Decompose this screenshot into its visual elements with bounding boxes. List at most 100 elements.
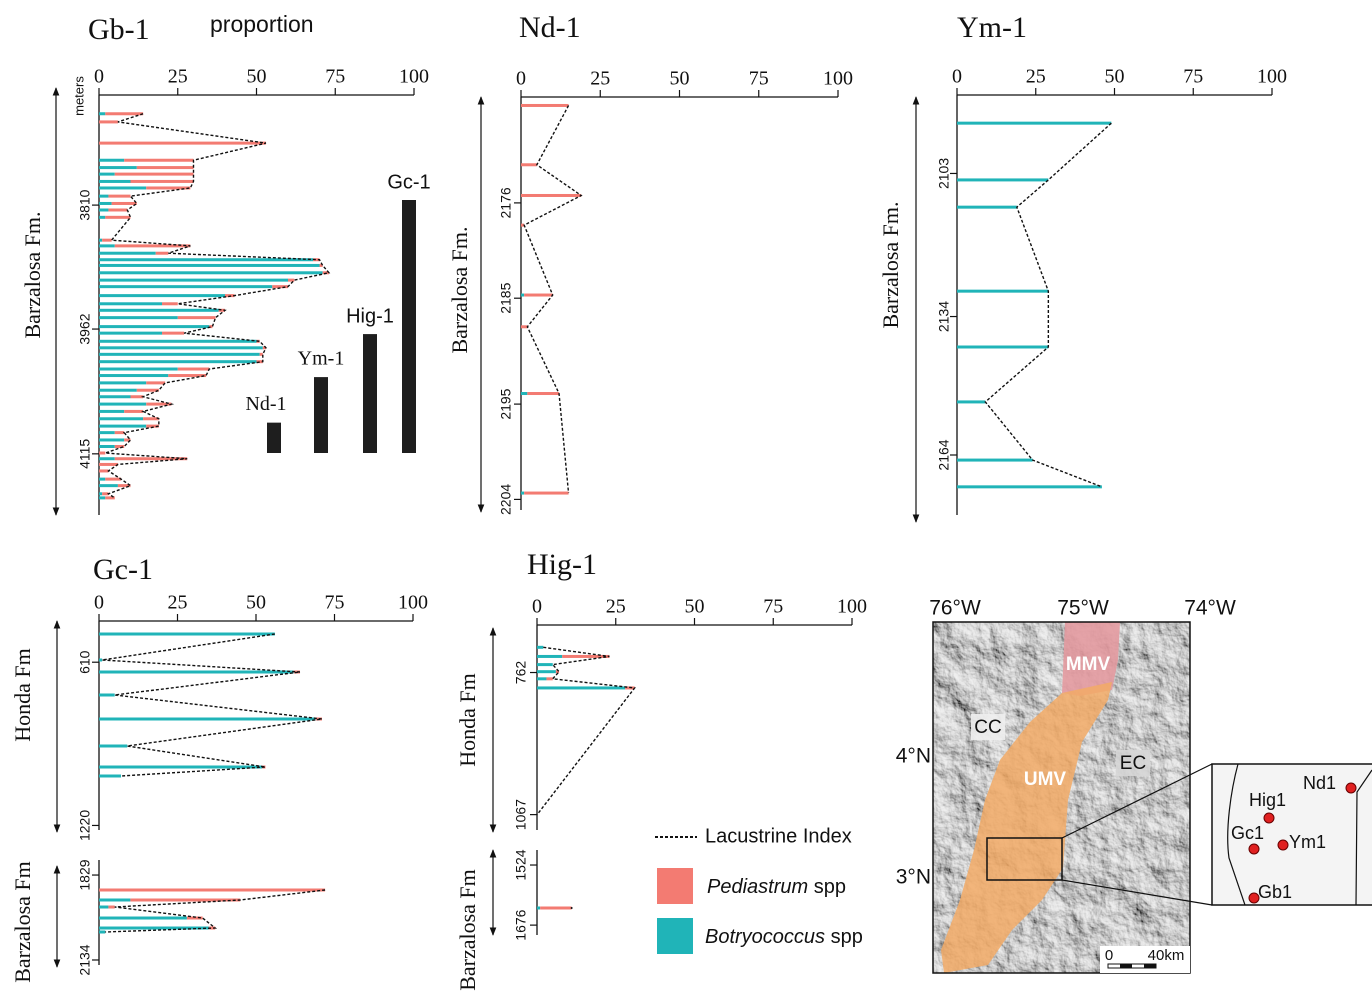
- pediastrum-bar: [112, 202, 137, 205]
- botryococcus-bar: [957, 459, 1033, 462]
- y-tick-label: 2204: [498, 484, 514, 515]
- botryococcus-bar: [99, 478, 105, 481]
- botryococcus-bar: [99, 166, 137, 169]
- x-tick-label: 50: [685, 596, 705, 618]
- formation-label: Barzalosa Fm: [455, 869, 480, 991]
- pediastrum-bar: [540, 906, 572, 909]
- site-bar: [314, 377, 328, 453]
- x-tick-label: 100: [823, 68, 853, 90]
- x-axis-label: proportion: [210, 11, 314, 37]
- y-tick-label: 2185: [498, 282, 514, 313]
- site-marker: [1346, 783, 1356, 793]
- botryococcus-bar: [99, 438, 124, 441]
- botryococcus-bar: [99, 159, 124, 162]
- pediastrum-bar: [108, 208, 127, 211]
- botryococcus-bar: [957, 346, 1048, 349]
- botryococcus-bar: [537, 670, 556, 673]
- botryococcus-bar: [537, 677, 546, 680]
- botryococcus-bar: [99, 774, 121, 777]
- region-label: MMV: [1066, 654, 1111, 675]
- x-tick-label: 25: [1026, 66, 1046, 88]
- y-tick-label: 1676: [513, 909, 529, 940]
- pediastrum-bar: [524, 492, 568, 495]
- lacustrine-index-line: [105, 114, 329, 498]
- botryococcus-bar: [99, 353, 260, 356]
- map: 76°W 75°W 74°W 4°N 3°N MMV UMV CC EC 0 4…: [896, 597, 1372, 973]
- botryococcus-bar: [99, 395, 131, 398]
- botryococcus-bar: [99, 208, 108, 211]
- botryococcus-bar: [99, 425, 146, 428]
- pediastrum-bar: [105, 478, 121, 481]
- botryococcus-bar: [99, 744, 127, 747]
- botryococcus-bar: [537, 663, 553, 666]
- longitude-label: 75°W: [1057, 597, 1109, 620]
- legend-swatch: [657, 868, 693, 904]
- x-tick-label: 50: [247, 66, 267, 88]
- site-bar-label: Nd-1: [245, 393, 286, 415]
- x-tick-label: 25: [168, 592, 188, 614]
- panel-title: Nd-1: [519, 11, 581, 44]
- pediastrum-bar: [162, 332, 184, 335]
- site-label: Nd1: [1303, 773, 1336, 793]
- legend-genus: Pediastrum: [707, 876, 808, 898]
- pediastrum-bar: [527, 392, 559, 395]
- y-axis-label: meters: [71, 76, 86, 116]
- y-tick-label: 2134: [936, 301, 952, 332]
- panel-title: Ym-1: [957, 11, 1027, 44]
- botryococcus-bar: [99, 180, 131, 183]
- lacustrine-index-point: [571, 907, 573, 909]
- botryococcus-bar: [521, 392, 527, 395]
- pediastrum-bar: [146, 381, 165, 384]
- y-tick-label: 4115: [77, 439, 93, 469]
- botryococcus-bar: [99, 252, 156, 255]
- botryococcus-bar: [99, 258, 313, 261]
- botryococcus-bar: [99, 374, 168, 377]
- x-tick-label: 0: [94, 66, 104, 88]
- y-tick-label: 2164: [936, 439, 952, 470]
- figure: Lacustrine Index Pediastrum spp Botryoco…: [0, 0, 1372, 1003]
- region-label: EC: [1120, 753, 1146, 774]
- pediastrum-bar: [131, 395, 144, 398]
- botryococcus-bar: [99, 309, 219, 312]
- pediastrum-bar: [288, 279, 294, 282]
- pediastrum-bar: [99, 452, 105, 455]
- site-bar: [267, 423, 281, 453]
- y-tick-label: 1524: [513, 849, 529, 880]
- botryococcus-bar: [957, 206, 1017, 209]
- pediastrum-bar: [115, 431, 124, 434]
- botryococcus-bar: [99, 417, 143, 420]
- site-label: Ym1: [1289, 832, 1326, 852]
- y-tick-label: 3962: [77, 313, 93, 344]
- pediastrum-bar: [137, 166, 194, 169]
- botryococcus-bar: [99, 431, 115, 434]
- lacustrine-index-line: [102, 634, 322, 776]
- site-bar-label: Ym-1: [298, 348, 345, 370]
- botryococcus-bar: [957, 178, 1048, 181]
- x-tick-label: 0: [952, 66, 962, 88]
- botryococcus-bar: [537, 686, 625, 689]
- botryococcus-bar: [99, 633, 275, 636]
- x-tick-label: 75: [325, 66, 345, 88]
- botryococcus-bar: [99, 930, 105, 933]
- site-marker: [1249, 844, 1259, 854]
- longitude-label: 76°W: [929, 597, 981, 620]
- botryococcus-bar: [99, 302, 162, 305]
- pediastrum-bar: [99, 142, 266, 145]
- botryococcus-bar: [521, 294, 524, 297]
- botryococcus-bar: [99, 244, 115, 247]
- formation-label: Barzalosa Fm.: [20, 211, 45, 338]
- botryococcus-bar: [99, 325, 209, 328]
- y-tick-label: 2176: [498, 187, 514, 218]
- formation-label: Barzalosa Fm: [10, 861, 35, 983]
- site-bar: [363, 334, 377, 453]
- x-tick-label: 100: [398, 592, 428, 614]
- pediastrum-bar: [521, 104, 569, 107]
- botryococcus-bar: [99, 271, 323, 274]
- botryococcus-bar: [521, 492, 524, 495]
- site-marker: [1278, 840, 1288, 850]
- pediastrum-bar: [168, 374, 206, 377]
- botryococcus-bar: [99, 285, 272, 288]
- legend-label: Botryococcus spp: [705, 926, 863, 948]
- pediastrum-bar: [105, 216, 130, 219]
- pediastrum-bar: [524, 294, 553, 297]
